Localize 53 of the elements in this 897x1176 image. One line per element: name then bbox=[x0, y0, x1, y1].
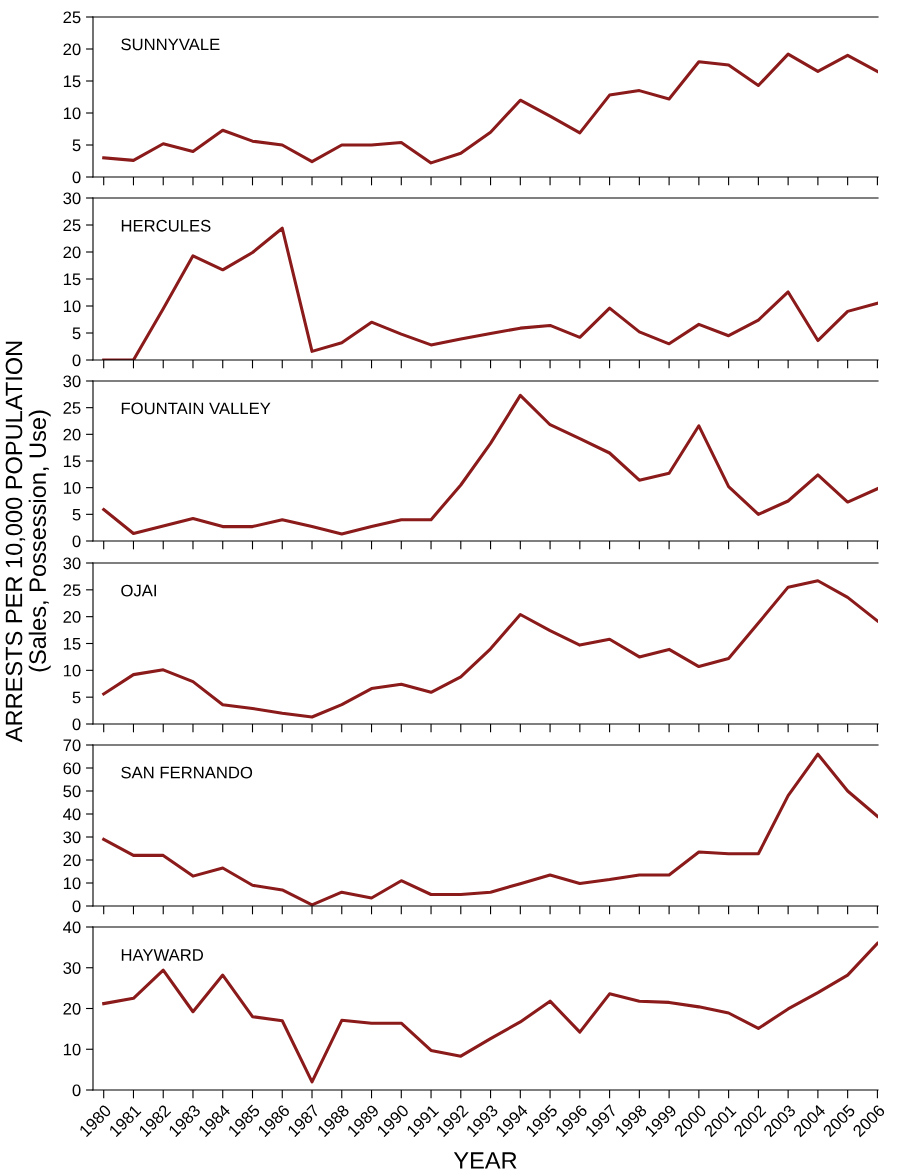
y-tick-label: 0 bbox=[72, 718, 81, 731]
y-tick-label: 5 bbox=[72, 508, 81, 521]
text: SAN FERNANDO bbox=[121, 766, 253, 779]
y-tick-label: 40 bbox=[63, 921, 81, 934]
y-tick-label: 0 bbox=[72, 354, 81, 367]
y-tick-label: 25 bbox=[63, 11, 81, 24]
line-series bbox=[102, 393, 878, 536]
y-tick-label: 30 bbox=[63, 557, 81, 570]
y-tick-label: 15 bbox=[63, 75, 81, 88]
y-tick-label: 30 bbox=[63, 962, 81, 974]
y-tick-label: 25 bbox=[63, 219, 81, 232]
y-tick-label: 5 bbox=[72, 327, 81, 340]
y-tick-label: 5 bbox=[72, 139, 81, 152]
text: OJAI bbox=[121, 584, 156, 597]
y-tick-label: 30 bbox=[63, 375, 81, 388]
y-axis-title: ARRESTS PER 10,000 POPULATION (Sales, Possession, Use) bbox=[5, 341, 51, 743]
text: HERCULES bbox=[121, 219, 211, 232]
y-tick-label: 50 bbox=[63, 785, 81, 798]
y-tick-label: 10 bbox=[63, 877, 81, 890]
text: HAYWARD bbox=[121, 949, 204, 961]
y-tick-label: 20 bbox=[63, 246, 81, 259]
y-tick-label: 25 bbox=[63, 584, 81, 597]
y-tick-label: 15 bbox=[63, 273, 81, 286]
y-tick-label: 10 bbox=[63, 664, 81, 677]
x-axis-title: YEAR bbox=[453, 1152, 517, 1169]
y-tick-label: 0 bbox=[72, 900, 81, 913]
y-tick-label: 10 bbox=[63, 107, 81, 120]
y-tick-label: 15 bbox=[63, 638, 81, 650]
y-tick-label: 60 bbox=[63, 762, 81, 775]
y-tick-label: 30 bbox=[63, 831, 81, 844]
y-tick-label: 70 bbox=[63, 739, 81, 752]
y-tick-label: 10 bbox=[63, 482, 81, 494]
line-series bbox=[102, 579, 878, 719]
line-series bbox=[102, 752, 878, 906]
line-series bbox=[102, 941, 878, 1084]
y-tick-label: 15 bbox=[63, 455, 81, 468]
y-tick-label: 0 bbox=[72, 171, 81, 184]
y-tick-label: 20 bbox=[63, 43, 81, 56]
y-tick-label: 10 bbox=[63, 1043, 81, 1056]
y-tick-label: 40 bbox=[63, 808, 81, 821]
y-tick-label: 20 bbox=[63, 428, 81, 441]
y-tick-label: 30 bbox=[63, 192, 81, 205]
y-tick-label: 5 bbox=[72, 691, 81, 704]
text: SUNNYVALE bbox=[121, 38, 220, 51]
y-tick-label: 20 bbox=[63, 611, 81, 623]
y-tick-label: 10 bbox=[63, 300, 81, 313]
y-tick-label: 20 bbox=[63, 854, 81, 867]
y-tick-label: 0 bbox=[72, 1084, 81, 1097]
text: FOUNTAIN VALLEY bbox=[121, 402, 271, 415]
y-tick-label: 0 bbox=[72, 535, 81, 548]
line-series bbox=[102, 52, 878, 165]
y-tick-label: 25 bbox=[63, 402, 81, 414]
y-tick-label: 20 bbox=[63, 1002, 81, 1015]
